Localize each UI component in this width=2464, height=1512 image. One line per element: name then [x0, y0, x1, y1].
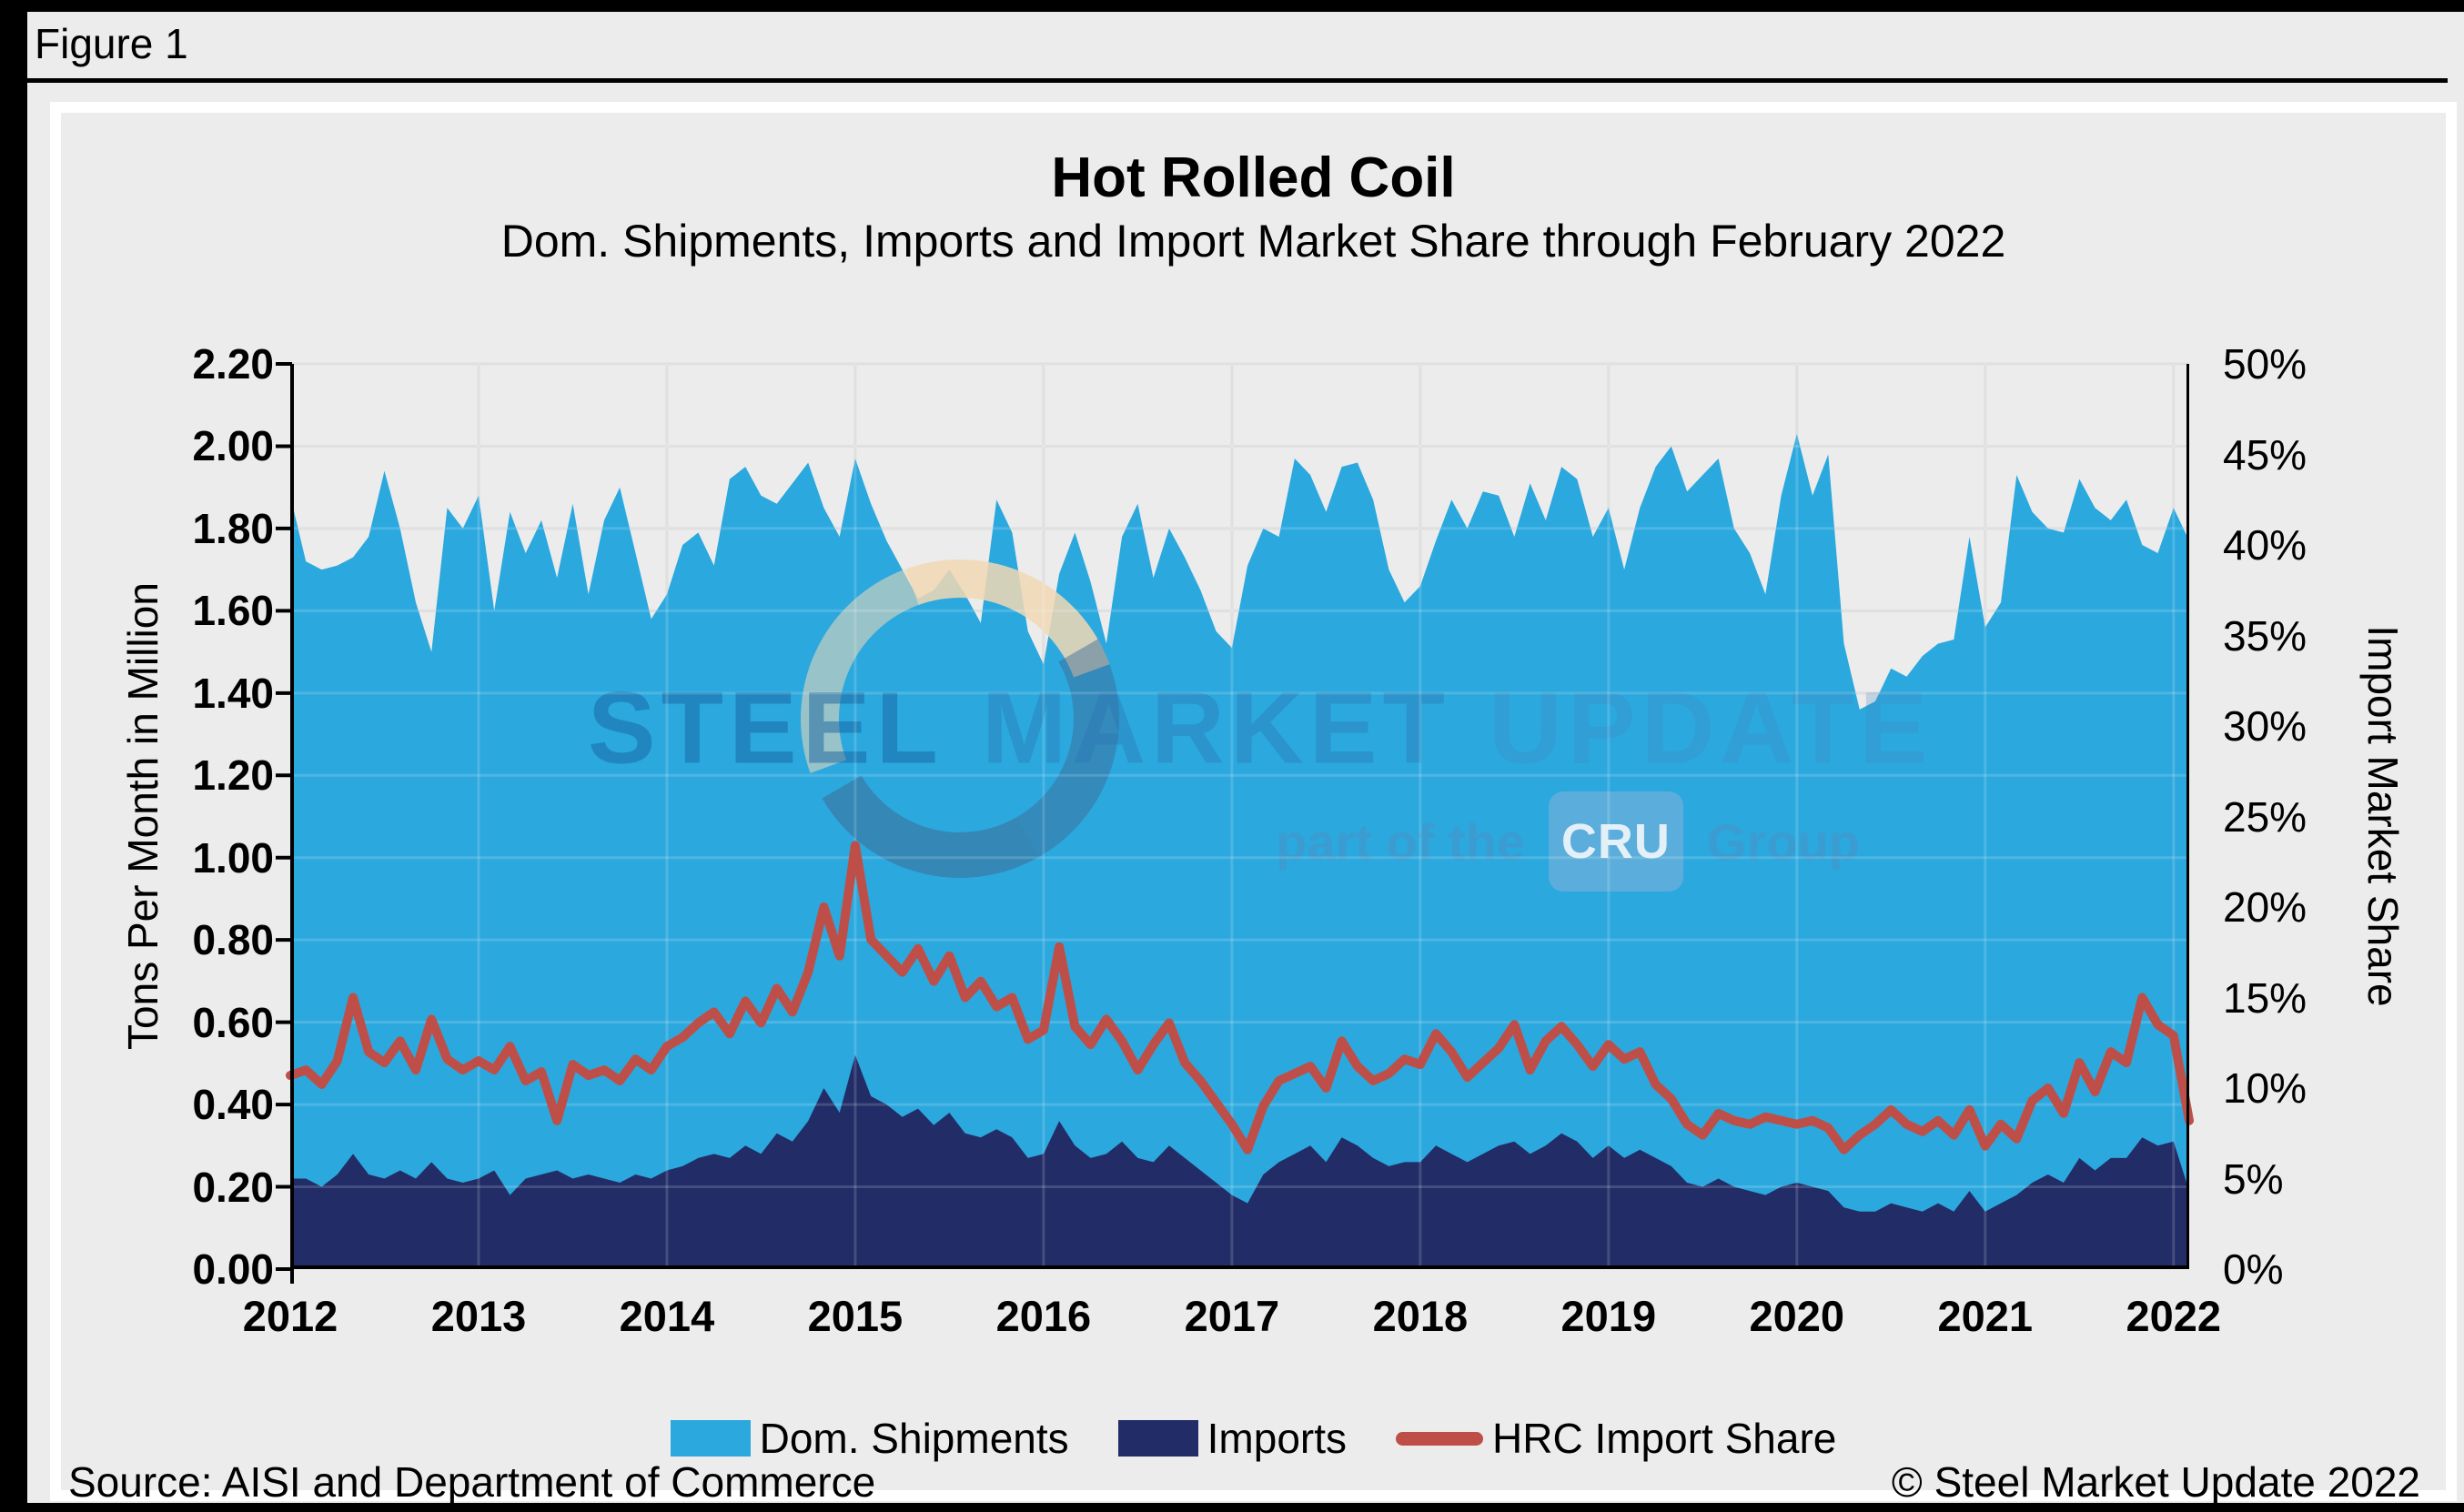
legend-label: Dom. Shipments [759, 1415, 1069, 1462]
y-right-tick-label: 40% [2223, 521, 2307, 569]
x-tick-label: 2013 [430, 1292, 527, 1340]
y-right-tick-label: 5% [2223, 1154, 2284, 1203]
legend-swatch-icon [1117, 1420, 1198, 1457]
area-dom-shipments [290, 433, 2189, 1269]
y-left-tick-label: 1.80 [192, 504, 274, 552]
x-tick-label: 2016 [995, 1292, 1092, 1340]
y-left-tick-label: 1.40 [192, 669, 274, 717]
legend-label: HRC Import Share [1492, 1415, 1837, 1462]
y-left-tick-label: 0.80 [192, 916, 274, 964]
chart-panel-content: Hot Rolled Coil Dom. Shipments, Imports … [61, 113, 2446, 1506]
y-left-tick-label: 2.00 [192, 422, 274, 470]
legend-item-imports: Imports [1117, 1414, 1348, 1463]
y-right-tick-label: 20% [2223, 883, 2307, 931]
area-imports [290, 1054, 2189, 1269]
y-left-tick-label: 0.60 [192, 998, 274, 1046]
x-tick-label: 2019 [1560, 1292, 1657, 1340]
legend-label: Imports [1207, 1415, 1348, 1462]
chart-panel: Hot Rolled Coil Dom. Shipments, Imports … [50, 102, 2457, 1506]
y-right-tick-label: 10% [2223, 1064, 2307, 1112]
y-left-tick-label: 1.00 [192, 833, 274, 882]
x-tick-label: 2015 [807, 1292, 904, 1340]
figure-label: Figure 1 [35, 20, 188, 67]
chart-title: Hot Rolled Coil [1051, 146, 1456, 209]
x-tick-label: 2018 [1372, 1292, 1469, 1340]
x-tick-label: 2022 [2126, 1292, 2222, 1340]
y-right-tick-label: 50% [2223, 340, 2307, 388]
page-background: Figure 1 Hot Rolled Coil Dom. Shipments,… [27, 12, 2464, 1506]
figure-rule [27, 78, 2448, 83]
chart-areas-svg [290, 362, 2189, 1269]
y-left-tick-label: 0.40 [192, 1081, 274, 1129]
y-right-tick-label: 0% [2223, 1245, 2284, 1293]
legend-item-dom-shipments: Dom. Shipments [670, 1414, 1069, 1463]
x-tick-label: 2014 [619, 1292, 715, 1340]
y-left-tick-label: 0.20 [192, 1163, 274, 1211]
y-right-tick-label: 35% [2223, 611, 2307, 660]
y-left-tick-label: 1.20 [192, 751, 274, 800]
x-tick-label: 2021 [1937, 1292, 2034, 1340]
x-tick-label: 2012 [242, 1292, 338, 1340]
y-left-tick-label: 2.20 [192, 340, 274, 388]
y-right-tick-label: 25% [2223, 792, 2307, 841]
copyright-note: © Steel Market Update 2022 [1891, 1458, 2420, 1506]
chart-subtitle: Dom. Shipments, Imports and Import Marke… [500, 216, 2006, 267]
y-left-tick-label: 1.60 [192, 587, 274, 635]
y-right-tick-label: 30% [2223, 702, 2307, 750]
legend-swatch-icon [670, 1420, 751, 1457]
legend: Dom. Shipments Imports HRC Import Share [61, 1414, 2446, 1463]
y-axis-left-title: Tons Per Month in Million [119, 582, 167, 1050]
source-note: Source: AISI and Department of Commerce [68, 1458, 876, 1506]
x-tick-label: 2017 [1184, 1292, 1280, 1340]
legend-item-hrc-import-share: HRC Import Share [1396, 1414, 1836, 1463]
x-tick-label: 2020 [1749, 1292, 1845, 1340]
y-right-tick-label: 45% [2223, 430, 2307, 479]
legend-swatch-icon [1396, 1431, 1484, 1446]
y-right-tick-label: 15% [2223, 973, 2307, 1022]
y-axis-right-title: Import Market Share [2359, 625, 2407, 1007]
y-left-tick-label: 0.00 [192, 1245, 274, 1293]
plot-area: STEEL MARKET UPDATE part of the CRU Group [276, 362, 2194, 1284]
